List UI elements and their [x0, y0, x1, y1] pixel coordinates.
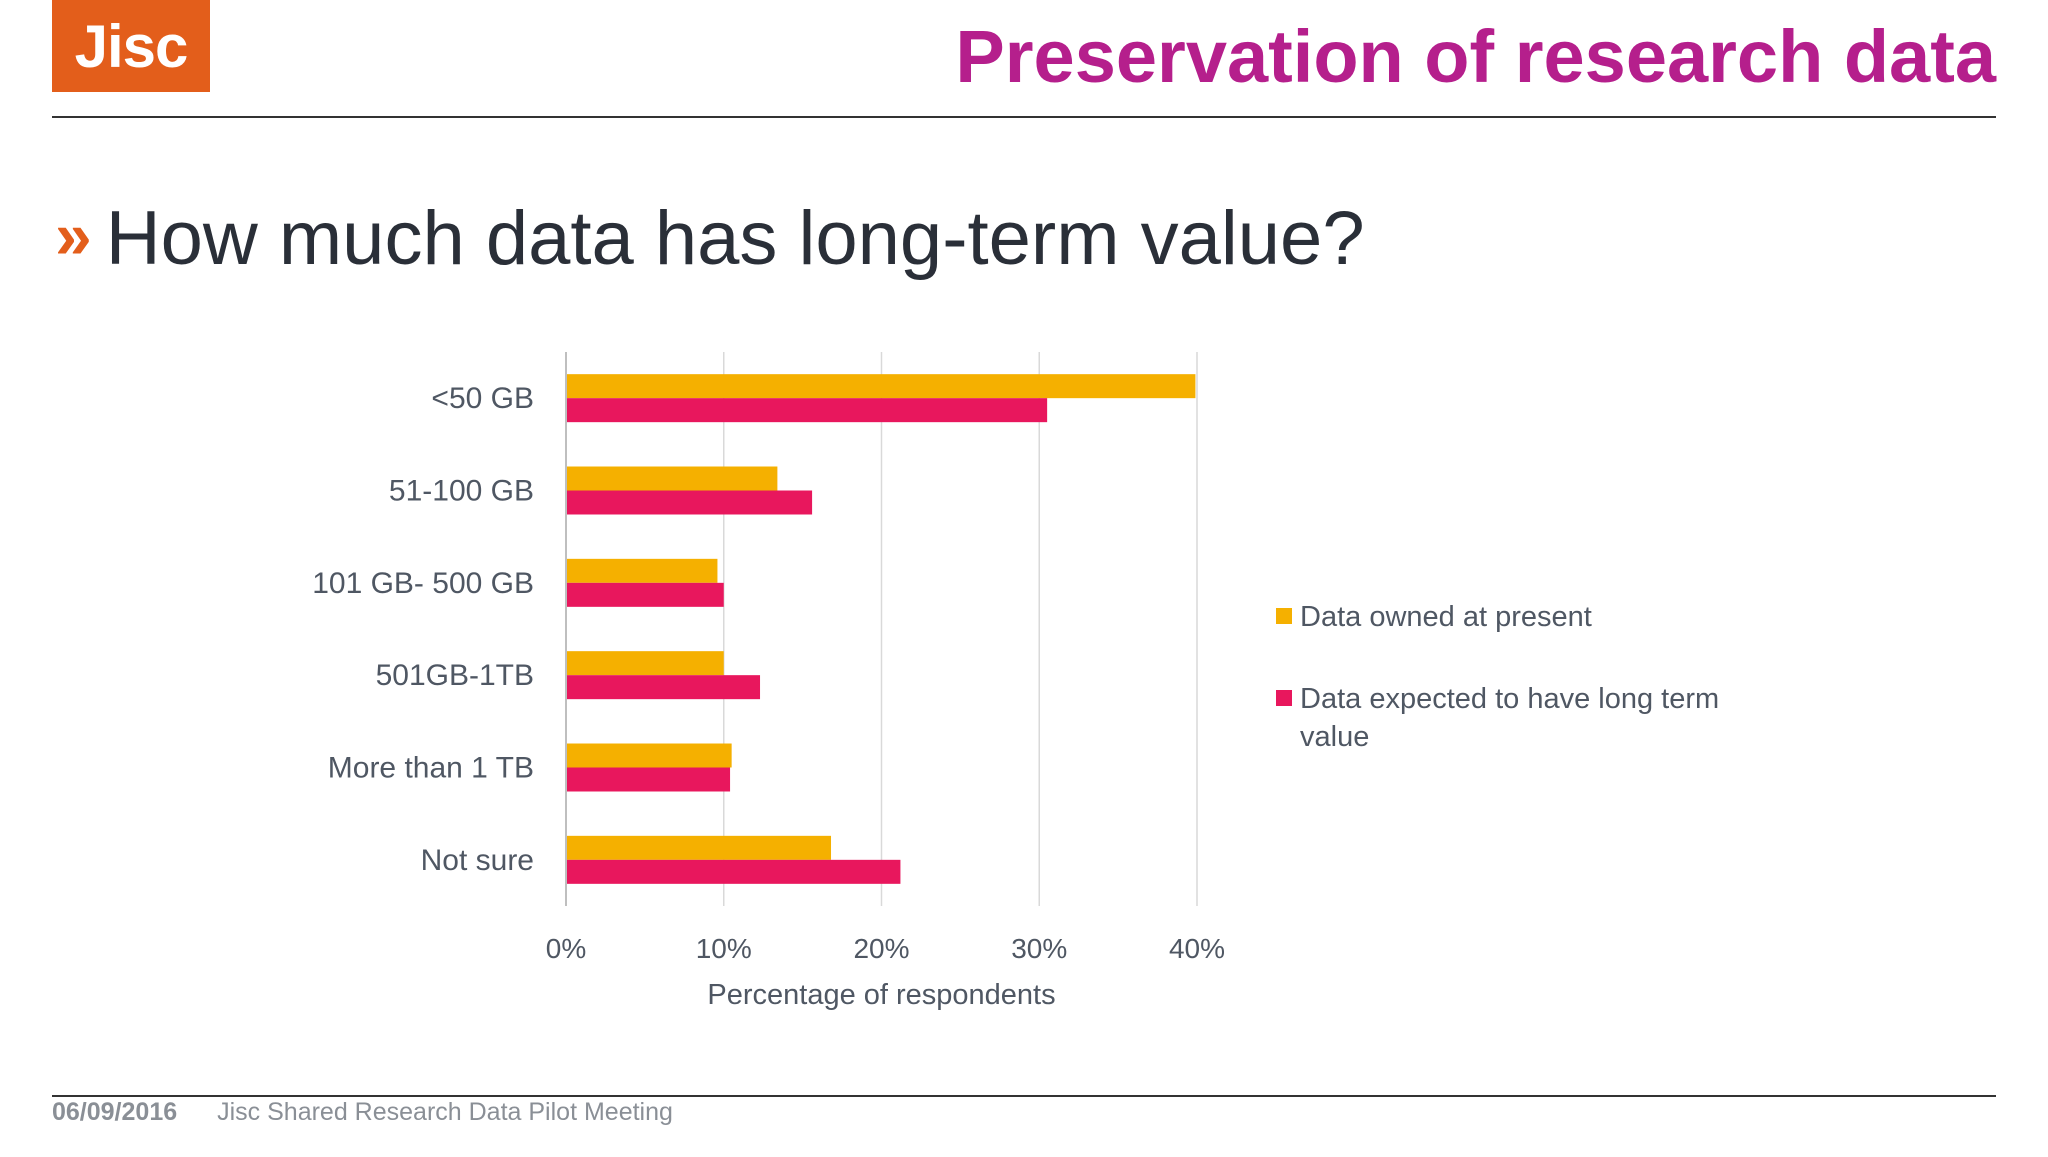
legend-label-owned: Data owned at present: [1300, 601, 1592, 633]
bar-expected: [567, 859, 901, 884]
bar-owned: [567, 466, 778, 491]
x-tick-label: 30%: [1011, 933, 1067, 964]
bar-expected: [567, 767, 731, 792]
bar-owned: [567, 374, 1196, 399]
category-label: 101 GB- 500 GB: [312, 567, 534, 600]
category-label: More than 1 TB: [328, 752, 534, 785]
jisc-logo: Jisc: [52, 0, 210, 92]
bar-expected: [567, 582, 724, 607]
bar-expected: [567, 490, 813, 515]
legend-label-expected: Data expected to have long term value: [1300, 683, 1720, 753]
category-label: 51-100 GB: [389, 475, 534, 508]
bar-owned: [567, 835, 832, 860]
category-label: 501GB-1TB: [376, 659, 534, 692]
slide-heading: » How much data has long-term value?: [55, 195, 1365, 282]
category-label: Not sure: [421, 844, 534, 877]
x-tick-label: 20%: [853, 933, 909, 964]
bar-expected: [567, 675, 761, 700]
x-tick-label: 10%: [696, 933, 752, 964]
chart-legend: Data owned at present Data expected to h…: [1276, 598, 1736, 800]
footer-date: 06/09/2016: [52, 1098, 178, 1126]
bar-expected: [567, 398, 1048, 423]
x-axis-label: Percentage of respondents: [707, 979, 1055, 1011]
header-divider: [52, 116, 1996, 118]
legend-item-owned: Data owned at present: [1276, 598, 1736, 636]
heading-text: How much data has long-term value?: [105, 196, 1365, 281]
x-tick-label: 40%: [1169, 933, 1225, 964]
legend-swatch-owned: [1276, 608, 1292, 624]
category-label: <50 GB: [431, 382, 534, 415]
bar-owned: [567, 743, 732, 768]
bar-owned: [567, 558, 718, 583]
footer-divider: [52, 1095, 1996, 1097]
x-tick-label: 0%: [546, 933, 586, 964]
footer-event: Jisc Shared Research Data Pilot Meeting: [217, 1098, 673, 1126]
bar-owned: [567, 651, 724, 676]
page-title: Preservation of research data: [955, 15, 1996, 98]
footer: 06/09/2016 Jisc Shared Research Data Pilo…: [52, 1098, 673, 1127]
legend-item-expected: Data expected to have long term value: [1276, 680, 1736, 756]
chevron-right-icon: »: [55, 198, 92, 272]
legend-swatch-expected: [1276, 690, 1292, 706]
